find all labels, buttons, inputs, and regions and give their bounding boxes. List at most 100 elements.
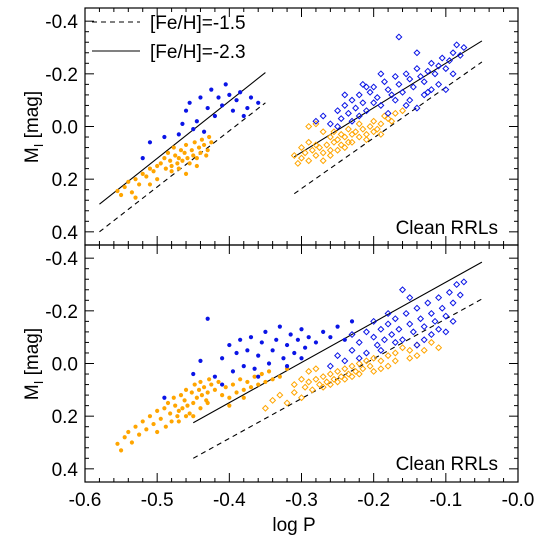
y-tick-label-top: -0.2 xyxy=(45,65,78,86)
orange-diamond-point xyxy=(297,154,306,162)
orange-dot-point xyxy=(196,387,202,392)
blue-diamond-point xyxy=(388,91,396,99)
ylabel-top-rest: [mag] xyxy=(22,91,43,144)
blue-dot-point xyxy=(223,82,228,87)
orange-dot-point xyxy=(122,184,127,190)
orange-dot-point xyxy=(137,182,142,187)
blue-dot-point xyxy=(245,348,250,353)
orange-diamond-point xyxy=(269,396,277,404)
blue-diamond-point xyxy=(420,336,428,344)
blue-diamond-point xyxy=(445,288,453,296)
orange-dot-point xyxy=(183,387,189,392)
orange-diamond-point xyxy=(323,378,331,386)
orange-dot-point xyxy=(182,398,187,403)
orange-dot-point xyxy=(175,414,180,419)
orange-dot-point xyxy=(162,156,167,161)
blue-diamond-point xyxy=(445,57,453,65)
blue-dot-point xyxy=(227,342,232,348)
blue-diamond-point xyxy=(391,96,399,104)
orange-dot-point xyxy=(122,435,127,440)
blue-diamond-point xyxy=(380,78,388,86)
blue-diamond-point xyxy=(460,43,468,52)
orange-diamond-point xyxy=(334,378,342,386)
orange-dot-point xyxy=(165,400,171,406)
blue-diamond-point xyxy=(312,117,320,125)
blue-dot-point xyxy=(321,329,326,334)
blue-dot-point xyxy=(245,105,250,111)
orange-dot-point xyxy=(185,156,190,161)
orange-diamond-point xyxy=(373,125,381,133)
y-tick-label-top: 0.2 xyxy=(52,170,78,191)
orange-dot-point xyxy=(151,169,156,174)
blue-dot-point xyxy=(342,337,347,342)
orange-dot-point xyxy=(169,169,174,174)
orange-diamond-point xyxy=(359,125,367,133)
blue-diamond-point xyxy=(453,280,461,289)
blue-diamond-point xyxy=(370,83,378,91)
x-tick-label-bottom: -0.5 xyxy=(141,490,174,511)
blue-dot-point xyxy=(162,395,167,400)
orange-diamond-point xyxy=(355,133,363,141)
blue-diamond-point xyxy=(344,109,352,117)
ylabel-top-main: M xyxy=(22,147,43,163)
blue-dot-point xyxy=(198,95,203,100)
blue-dot-point xyxy=(241,113,246,119)
orange-dot-point xyxy=(163,166,168,171)
blue-diamond-point xyxy=(435,80,443,88)
orange-dot-point xyxy=(147,414,153,419)
orange-diamond-point xyxy=(427,338,435,346)
orange-dot-point xyxy=(199,137,205,142)
ylabel-top: MI [mag] xyxy=(22,91,46,163)
blue-diamond-point xyxy=(431,70,439,78)
legend-label-fe-2-3: [Fe/H]=-2.3 xyxy=(150,42,246,63)
ylabel-bottom-main: M xyxy=(22,384,43,400)
orange-dot-point xyxy=(223,385,228,390)
blue-dot-point xyxy=(176,132,181,137)
blue-diamond-point xyxy=(359,80,367,88)
blue-diamond-point xyxy=(399,88,407,96)
orange-diamond-point xyxy=(294,159,302,167)
x-tick-label-bottom: -0.3 xyxy=(285,490,318,511)
orange-dot-point xyxy=(162,406,167,411)
orange-diamond-point xyxy=(377,120,385,128)
blue-dot-point xyxy=(238,90,243,95)
orange-diamond-point xyxy=(348,362,356,370)
blue-diamond-point xyxy=(337,115,345,123)
orange-dot-point xyxy=(176,408,181,413)
orange-diamond-point xyxy=(297,394,306,402)
orange-dot-point xyxy=(227,395,232,400)
orange-diamond-point xyxy=(297,144,306,152)
orange-diamond-point xyxy=(319,157,327,165)
orange-dot-point xyxy=(205,148,210,153)
blue-dot-point xyxy=(288,332,293,337)
blue-dot-point xyxy=(238,337,243,342)
orange-dot-point xyxy=(216,379,221,385)
blue-diamond-point xyxy=(326,120,334,128)
blue-dot-point xyxy=(266,361,272,366)
blue-diamond-point xyxy=(427,86,435,94)
orange-diamond-point xyxy=(384,352,392,360)
orange-dot-point xyxy=(155,408,160,413)
blue-diamond-point xyxy=(384,309,392,317)
orange-diamond-point xyxy=(334,136,342,144)
blue-diamond-point xyxy=(355,354,363,362)
orange-dot-point xyxy=(259,371,264,377)
orange-diamond-point xyxy=(391,109,399,117)
orange-dot-point xyxy=(220,393,225,398)
blue-dot-point xyxy=(187,100,192,105)
orange-dot-point xyxy=(183,414,189,419)
blue-diamond-point xyxy=(348,331,356,339)
ylabel-bottom-sub: I xyxy=(31,381,46,385)
orange-diamond-point xyxy=(366,122,374,131)
orange-diamond-point xyxy=(413,341,421,349)
orange-diamond-point xyxy=(384,362,392,370)
orange-dot-point xyxy=(209,382,214,387)
orange-diamond-point xyxy=(319,149,327,157)
blue-diamond-point xyxy=(355,91,363,99)
blue-diamond-point xyxy=(326,362,334,370)
blue-diamond-point xyxy=(424,88,432,96)
orange-diamond-point xyxy=(323,141,331,149)
blue-diamond-point xyxy=(427,59,435,67)
blue-diamond-point xyxy=(334,352,342,360)
